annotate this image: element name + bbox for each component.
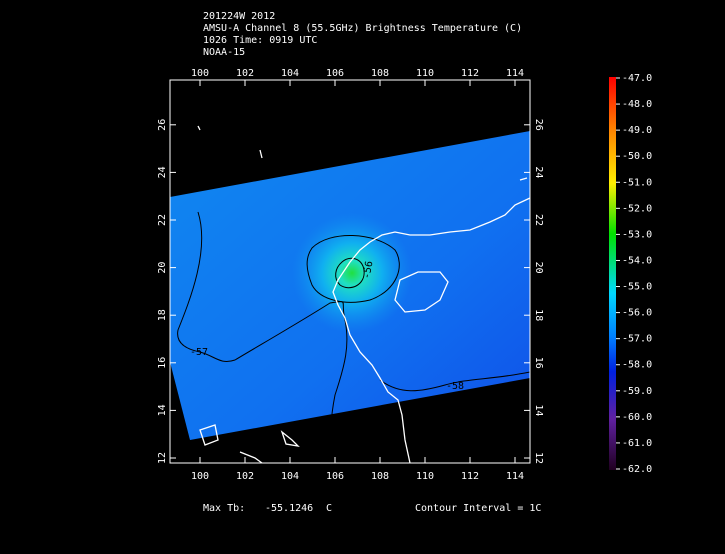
lon-label-bottom: 114 <box>506 471 524 482</box>
lat-label-left: 20 <box>157 262 168 274</box>
lat-label-right: 14 <box>533 404 544 416</box>
lon-label-bottom: 108 <box>371 471 389 482</box>
colorbar-label: -56.0 <box>622 308 652 319</box>
lon-label-bottom: 112 <box>461 471 479 482</box>
lat-label-left: 18 <box>157 309 168 321</box>
warm-core <box>170 131 530 440</box>
lat-label-left: 14 <box>157 404 168 416</box>
max-label: Max Tb: <box>203 503 245 514</box>
title-line: 201224W 2012 <box>203 11 275 22</box>
lon-label-bottom: 100 <box>191 471 209 482</box>
lat-label-left: 16 <box>157 357 168 369</box>
colorbar-label: -61.0 <box>622 438 652 449</box>
lat-label-right: 24 <box>533 166 544 178</box>
max-value: -55.1246 <box>265 503 313 514</box>
colorbar-label: -54.0 <box>622 255 652 266</box>
lon-label-top: 108 <box>371 68 389 79</box>
title-line: 1026 Time: 0919 UTC <box>203 35 317 46</box>
contours <box>177 211 530 461</box>
lon-label-top: 112 <box>461 68 479 79</box>
lat-label-left: 12 <box>157 452 168 464</box>
title-line: AMSU-A Channel 8 (55.5GHz) Brightness Te… <box>203 23 522 34</box>
lat-label-right: 18 <box>533 309 544 321</box>
contour-label: -57 <box>190 347 208 358</box>
colorbar-label: -59.0 <box>622 386 652 397</box>
lat-label-right: 22 <box>533 214 544 226</box>
colorbar-label: -48.0 <box>622 99 652 110</box>
contour-interval: Contour Interval = 1C <box>415 503 541 514</box>
colorbar-label: -62.0 <box>622 464 652 475</box>
lat-label-right: 26 <box>533 119 544 131</box>
colorbar-label: -52.0 <box>622 203 652 214</box>
lon-label-top: 100 <box>191 68 209 79</box>
colorbar-label: -57.0 <box>622 334 652 345</box>
colorbar-label: -60.0 <box>622 412 652 423</box>
lon-label-bottom: 106 <box>326 471 344 482</box>
max-unit: C <box>326 503 332 514</box>
lon-label-top: 104 <box>281 68 299 79</box>
colorbar-label: -49.0 <box>622 125 652 136</box>
contour-label: -58 <box>446 381 464 392</box>
colorbar-label: -51.0 <box>622 177 652 188</box>
contour-label: -56 <box>362 260 376 280</box>
lon-label-top: 114 <box>506 68 524 79</box>
colorbar-label: -53.0 <box>622 229 652 240</box>
lon-label-bottom: 102 <box>236 471 254 482</box>
colorbar-label: -50.0 <box>622 151 652 162</box>
lon-label-top: 106 <box>326 68 344 79</box>
colorbar <box>609 77 616 470</box>
lat-label-right: 16 <box>533 357 544 369</box>
lat-label-left: 24 <box>157 166 168 178</box>
lat-label-right: 12 <box>533 452 544 464</box>
lon-label-bottom: 104 <box>281 471 299 482</box>
lon-label-bottom: 110 <box>416 471 434 482</box>
map-frame <box>169 79 531 464</box>
lon-label-top: 102 <box>236 68 254 79</box>
colorbar-label: -47.0 <box>622 73 652 84</box>
swath <box>170 125 530 463</box>
lon-label-top: 110 <box>416 68 434 79</box>
lat-label-left: 26 <box>157 119 168 131</box>
colorbar-label: -58.0 <box>622 360 652 371</box>
coastlines <box>197 125 530 463</box>
lat-label-right: 20 <box>533 262 544 274</box>
lat-label-left: 22 <box>157 214 168 226</box>
title-line: NOAA-15 <box>203 47 245 58</box>
colorbar-label: -55.0 <box>622 282 652 293</box>
